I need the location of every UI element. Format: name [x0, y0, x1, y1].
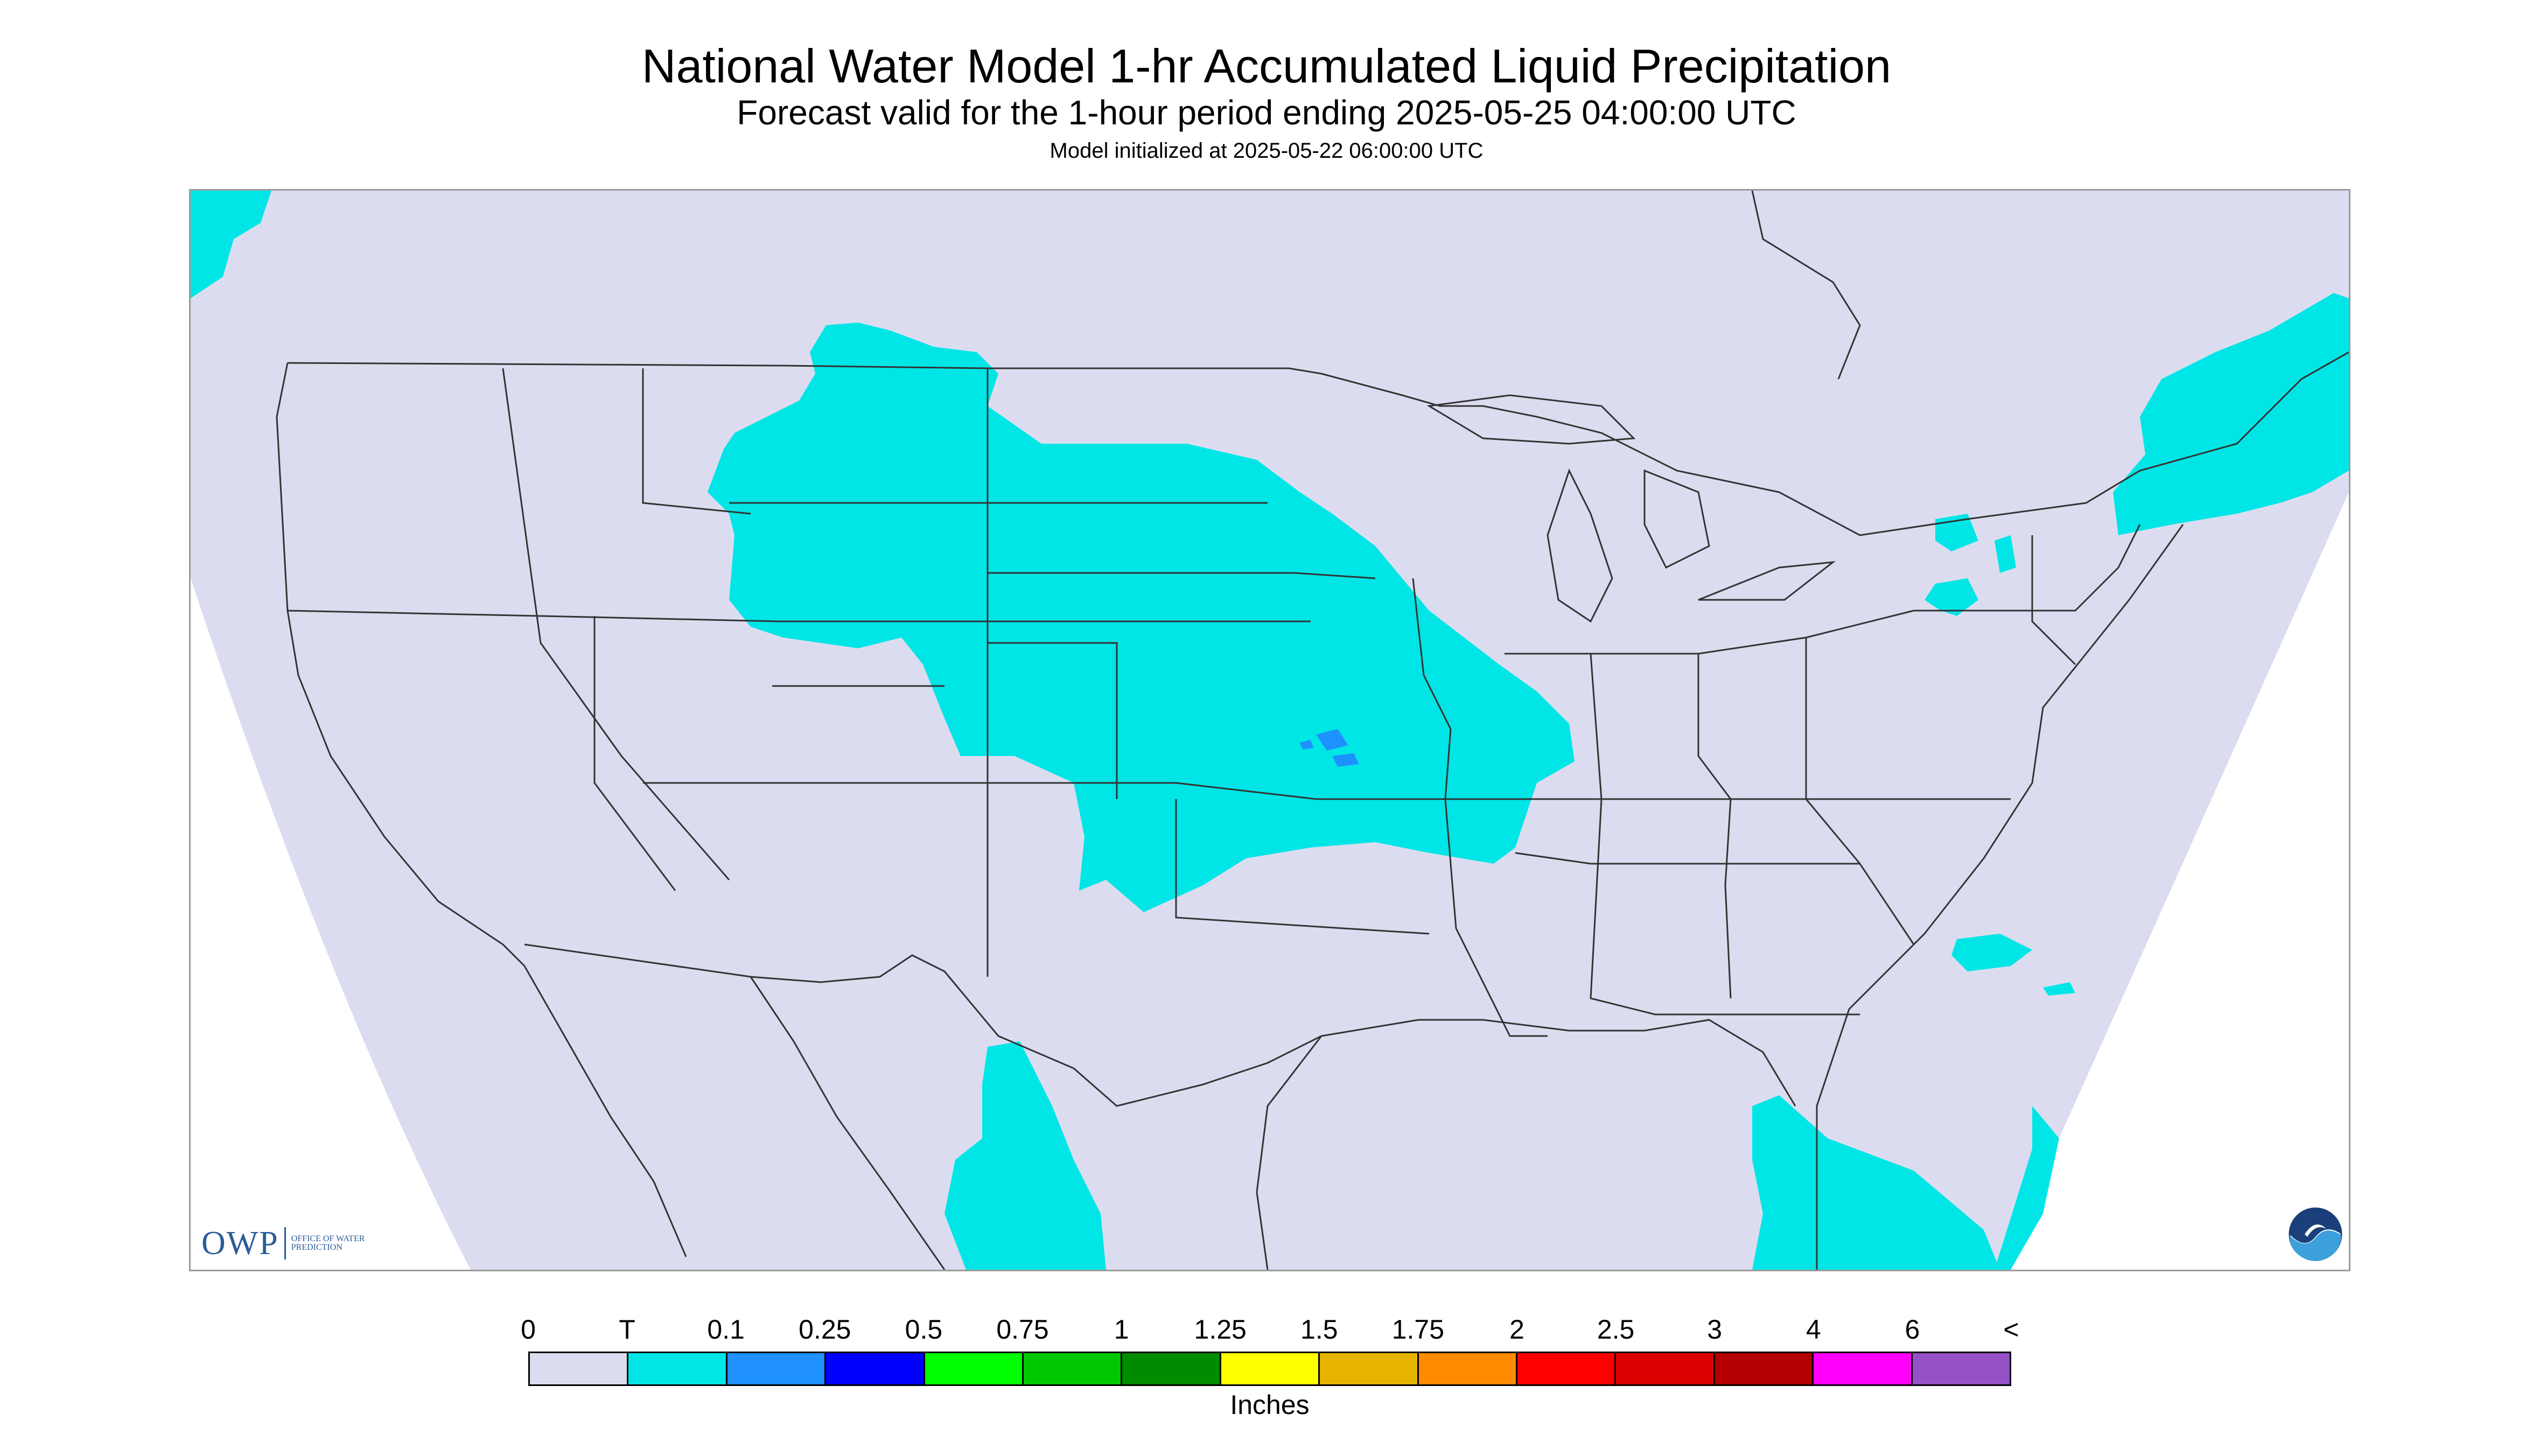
legend-swatch [727, 1353, 827, 1384]
west-coast [276, 362, 526, 967]
mexico-west-coast [750, 976, 946, 1270]
state-line-2 [287, 610, 1311, 622]
precip-light-areas [1300, 729, 1359, 767]
canada-us-border [287, 351, 2349, 536]
model-init-text: Model initialized at 2025-05-22 06:00:00… [1049, 139, 1484, 163]
legend-tick-label: 4 [1806, 1314, 1821, 1345]
state-line-11 [988, 572, 1376, 579]
lake-superior [1426, 394, 1636, 445]
precip-area-great-lakes-1 [1995, 535, 2016, 573]
precip-area-west-coast [191, 191, 271, 298]
precip-spot-2 [1332, 753, 1359, 767]
state-line-19 [1914, 524, 2141, 612]
legend-tick-label: 1.5 [1300, 1314, 1338, 1345]
map-canvas [191, 191, 2349, 1270]
legend-tick-label: 2 [1509, 1314, 1524, 1345]
legend-swatch [1122, 1353, 1221, 1384]
state-line-4 [642, 368, 751, 515]
outside-domain-right [2000, 492, 2349, 1270]
east-coast [1816, 524, 2184, 1270]
legend-tick-label: 0.75 [996, 1314, 1049, 1345]
legend-swatch [1715, 1353, 1814, 1384]
owp-wordmark: OWP [201, 1224, 279, 1262]
owp-logo: OWP Office of Water Prediction [201, 1224, 372, 1262]
precip-trace-areas [191, 191, 2349, 1270]
state-line-3 [593, 616, 676, 891]
state-line-6 [643, 782, 2011, 800]
legend-swatch [1320, 1353, 1419, 1384]
state-line-10 [986, 368, 1268, 504]
legend-swatch [1616, 1353, 1715, 1384]
noaa-logo [2289, 1207, 2342, 1261]
outside-domain-left [191, 578, 471, 1270]
owp-divider [284, 1227, 286, 1259]
map-title: National Water Model 1-hr Accumulated Li… [641, 39, 1892, 93]
legend-tick-label: T [619, 1314, 635, 1345]
precip-legend: 0 T 0.1 0.25 0.5 0.75 1 1.25 1.5 1.75 2 2.5 3 4 6 < Inc… [521, 1314, 2019, 1420]
legend-tick-label: 0.5 [905, 1314, 943, 1345]
precip-area-atlantic-3 [1995, 1106, 2059, 1270]
lake-erie [1698, 561, 1836, 601]
legend-swatch [1517, 1353, 1617, 1384]
precip-area-atlantic-1 [1951, 934, 2032, 971]
legend-swatch [628, 1353, 727, 1384]
state-line-18 [1805, 638, 1915, 945]
lake-michigan [1547, 468, 1613, 623]
gulf-coast [1321, 1019, 1796, 1107]
us-mexico-border [524, 943, 1322, 1107]
precip-area-plains [708, 323, 1575, 912]
legend-tick-label: 1.25 [1194, 1314, 1247, 1345]
legend-tick-label: 0.25 [799, 1314, 851, 1345]
precip-area-mid-atlantic [1925, 578, 1978, 616]
precip-area-mexico [944, 1041, 1106, 1270]
legend-tick-label: 2.5 [1597, 1314, 1635, 1345]
precipitation-map: OWP Office of Water Prediction [189, 189, 2350, 1271]
legend-tick-label: 0.1 [707, 1314, 745, 1345]
precip-spot-1 [1316, 729, 1348, 751]
baja-coast [523, 965, 687, 1257]
mexico-gulf-coast [1256, 1035, 1323, 1270]
hudson-bay-shore [1751, 191, 1861, 380]
precip-area-northeast [2113, 293, 2349, 535]
political-boundaries [276, 191, 2349, 1270]
precip-area-florida-keys [1752, 1095, 2000, 1270]
state-line-14 [1515, 852, 1860, 865]
state-line-20 [2031, 535, 2076, 666]
legend-swatch [1024, 1353, 1123, 1384]
legend-swatch [530, 1353, 629, 1384]
legend-units: Inches [1230, 1390, 1310, 1420]
precip-area-atlantic-2 [2043, 982, 2075, 996]
state-line-1 [502, 368, 730, 880]
legend-swatch [1912, 1353, 2010, 1384]
legend-labels: 0 T 0.1 0.25 0.5 0.75 1 1.25 1.5 1.75 2 2.5 3 4 6 < [521, 1314, 2019, 1352]
legend-swatch [826, 1353, 925, 1384]
state-line-16 [1590, 653, 1860, 1016]
owp-subtitle: Office of Water Prediction [291, 1234, 365, 1252]
lake-huron [1643, 469, 1710, 569]
state-line-13 [1444, 799, 1548, 1037]
legend-colorbar [528, 1352, 2011, 1386]
map-subtitle: Forecast valid for the 1-hour period end… [737, 93, 1796, 132]
legend-tick-label: 6 [1905, 1314, 1920, 1345]
state-line-17 [1697, 654, 1732, 999]
legend-tick-label: 1.75 [1391, 1314, 1445, 1345]
legend-tick-label: 1 [1114, 1314, 1129, 1345]
legend-tick-label: 0 [521, 1314, 536, 1345]
legend-swatch [1814, 1353, 1913, 1384]
legend-swatch [1221, 1353, 1320, 1384]
legend-swatch [1418, 1353, 1518, 1384]
legend-swatch [925, 1353, 1024, 1384]
state-line-9 [1175, 799, 1430, 935]
precip-spot-3 [1300, 740, 1313, 750]
legend-tick-label: 3 [1707, 1314, 1723, 1345]
state-line-12 [1412, 578, 1452, 800]
legend-tick-label: < [2003, 1314, 2019, 1345]
